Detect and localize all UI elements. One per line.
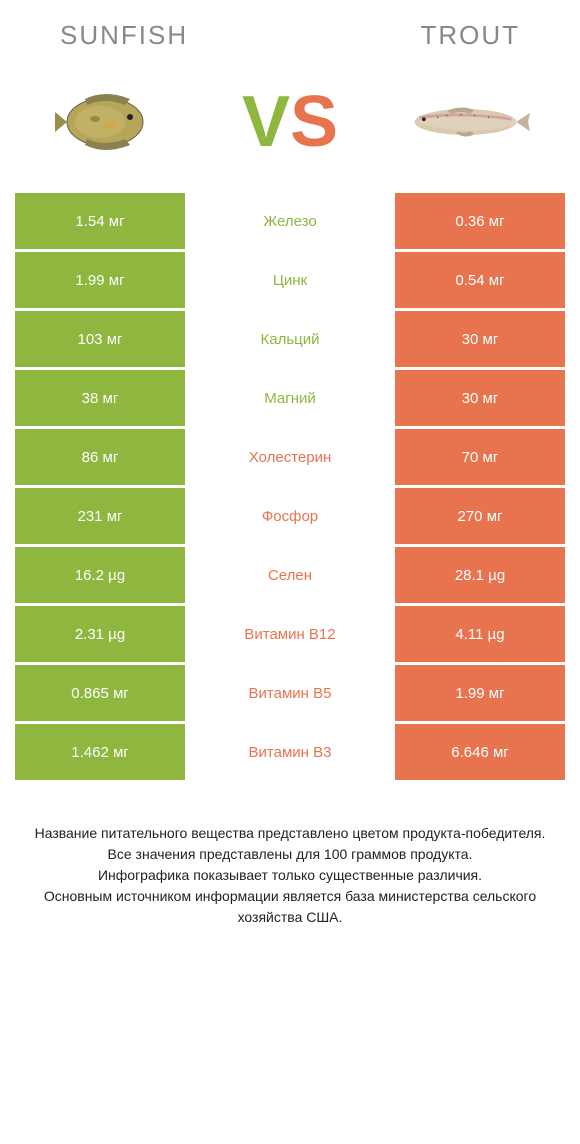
value-right: 70 мг bbox=[395, 429, 565, 485]
value-left: 1.462 мг bbox=[15, 724, 185, 780]
value-right: 0.54 мг bbox=[395, 252, 565, 308]
table-row: 1.99 мгЦинк0.54 мг bbox=[15, 252, 565, 308]
nutrient-label: Холестерин bbox=[185, 429, 395, 485]
nutrient-label: Витамин B12 bbox=[185, 606, 395, 662]
value-right: 0.36 мг bbox=[395, 193, 565, 249]
table-row: 0.865 мгВитамин B51.99 мг bbox=[15, 665, 565, 721]
comparison-table: 1.54 мгЖелезо0.36 мг1.99 мгЦинк0.54 мг10… bbox=[0, 193, 580, 783]
value-left: 38 мг bbox=[15, 370, 185, 426]
value-left: 0.865 мг bbox=[15, 665, 185, 721]
value-left: 103 мг bbox=[15, 311, 185, 367]
nutrient-label: Кальций bbox=[185, 311, 395, 367]
table-row: 1.462 мгВитамин B36.646 мг bbox=[15, 724, 565, 780]
nutrient-label: Железо bbox=[185, 193, 395, 249]
infographic-container: SUNFISH TROUT VS bbox=[0, 0, 580, 1144]
table-row: 231 мгФосфор270 мг bbox=[15, 488, 565, 544]
value-left: 231 мг bbox=[15, 488, 185, 544]
nutrient-label: Цинк bbox=[185, 252, 395, 308]
vs-v: V bbox=[242, 82, 290, 162]
nutrient-label: Селен bbox=[185, 547, 395, 603]
title-left: SUNFISH bbox=[60, 20, 188, 51]
table-row: 38 мгМагний30 мг bbox=[15, 370, 565, 426]
table-row: 86 мгХолестерин70 мг bbox=[15, 429, 565, 485]
vs-label: VS bbox=[242, 81, 338, 163]
vs-s: S bbox=[290, 82, 338, 162]
footer-notes: Название питательного вещества представл… bbox=[0, 783, 580, 948]
table-row: 16.2 µgСелен28.1 µg bbox=[15, 547, 565, 603]
footer-line-4: Основным источником информации является … bbox=[30, 886, 550, 928]
value-left: 1.54 мг bbox=[15, 193, 185, 249]
value-right: 4.11 µg bbox=[395, 606, 565, 662]
value-right: 30 мг bbox=[395, 370, 565, 426]
value-right: 1.99 мг bbox=[395, 665, 565, 721]
vs-row: VS bbox=[0, 61, 580, 193]
value-right: 6.646 мг bbox=[395, 724, 565, 780]
value-left: 86 мг bbox=[15, 429, 185, 485]
value-right: 270 мг bbox=[395, 488, 565, 544]
value-left: 16.2 µg bbox=[15, 547, 185, 603]
footer-line-1: Название питательного вещества представл… bbox=[30, 823, 550, 844]
value-right: 28.1 µg bbox=[395, 547, 565, 603]
nutrient-label: Магний bbox=[185, 370, 395, 426]
title-right: TROUT bbox=[420, 20, 520, 51]
table-row: 1.54 мгЖелезо0.36 мг bbox=[15, 193, 565, 249]
table-row: 103 мгКальций30 мг bbox=[15, 311, 565, 367]
value-right: 30 мг bbox=[395, 311, 565, 367]
sunfish-icon bbox=[50, 82, 170, 162]
nutrient-label: Витамин B5 bbox=[185, 665, 395, 721]
footer-line-3: Инфографика показывает только существенн… bbox=[30, 865, 550, 886]
trout-icon bbox=[410, 82, 530, 162]
nutrient-label: Фосфор bbox=[185, 488, 395, 544]
nutrient-label: Витамин B3 bbox=[185, 724, 395, 780]
value-left: 2.31 µg bbox=[15, 606, 185, 662]
table-row: 2.31 µgВитамин B124.11 µg bbox=[15, 606, 565, 662]
footer-line-2: Все значения представлены для 100 граммо… bbox=[30, 844, 550, 865]
value-left: 1.99 мг bbox=[15, 252, 185, 308]
header: SUNFISH TROUT bbox=[0, 0, 580, 61]
